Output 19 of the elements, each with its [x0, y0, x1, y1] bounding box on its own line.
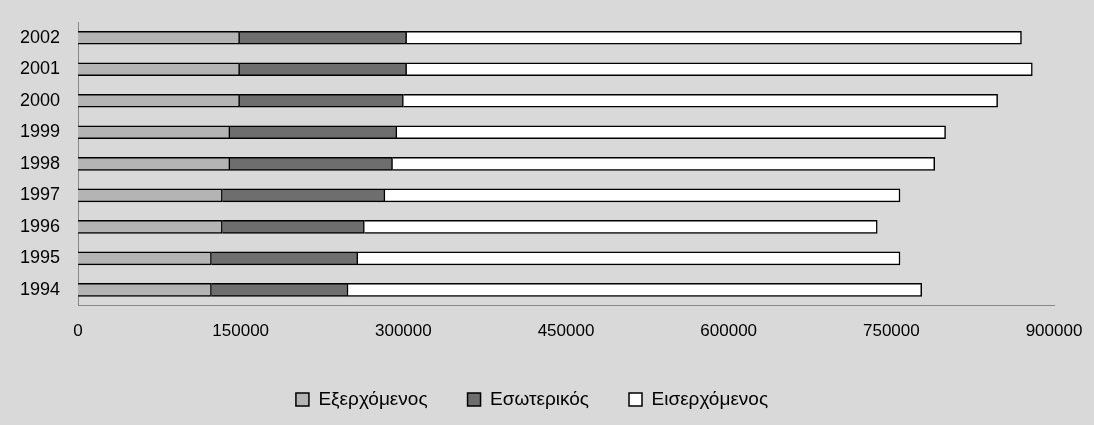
y-tick-label: 1997	[20, 184, 61, 205]
x-tick-label: 750000	[862, 321, 920, 341]
y-tick-label: 2002	[20, 26, 61, 47]
x-tick-label: 600000	[700, 321, 758, 341]
x-tick-label: 450000	[537, 321, 595, 341]
y-tick-label: 1996	[20, 215, 61, 236]
y-tick-label: 1994	[20, 278, 61, 299]
legend-label: Εσωτερικός	[490, 387, 590, 409]
y-tick-label: 2000	[20, 89, 61, 110]
y-tick-label: 2001	[20, 58, 61, 79]
y-tick-label: 1998	[20, 152, 61, 173]
y-tick-label: 1999	[20, 121, 61, 142]
x-tick-label: 0	[73, 321, 83, 341]
legend-label: Εισερχόμενος	[651, 387, 769, 409]
x-tick-label: 900000	[1025, 321, 1083, 341]
x-tick-label: 300000	[374, 321, 432, 341]
x-tick-label: 150000	[212, 321, 270, 341]
legend-label: Εξερχόμενος	[318, 387, 428, 409]
y-tick-label: 1995	[20, 247, 61, 268]
